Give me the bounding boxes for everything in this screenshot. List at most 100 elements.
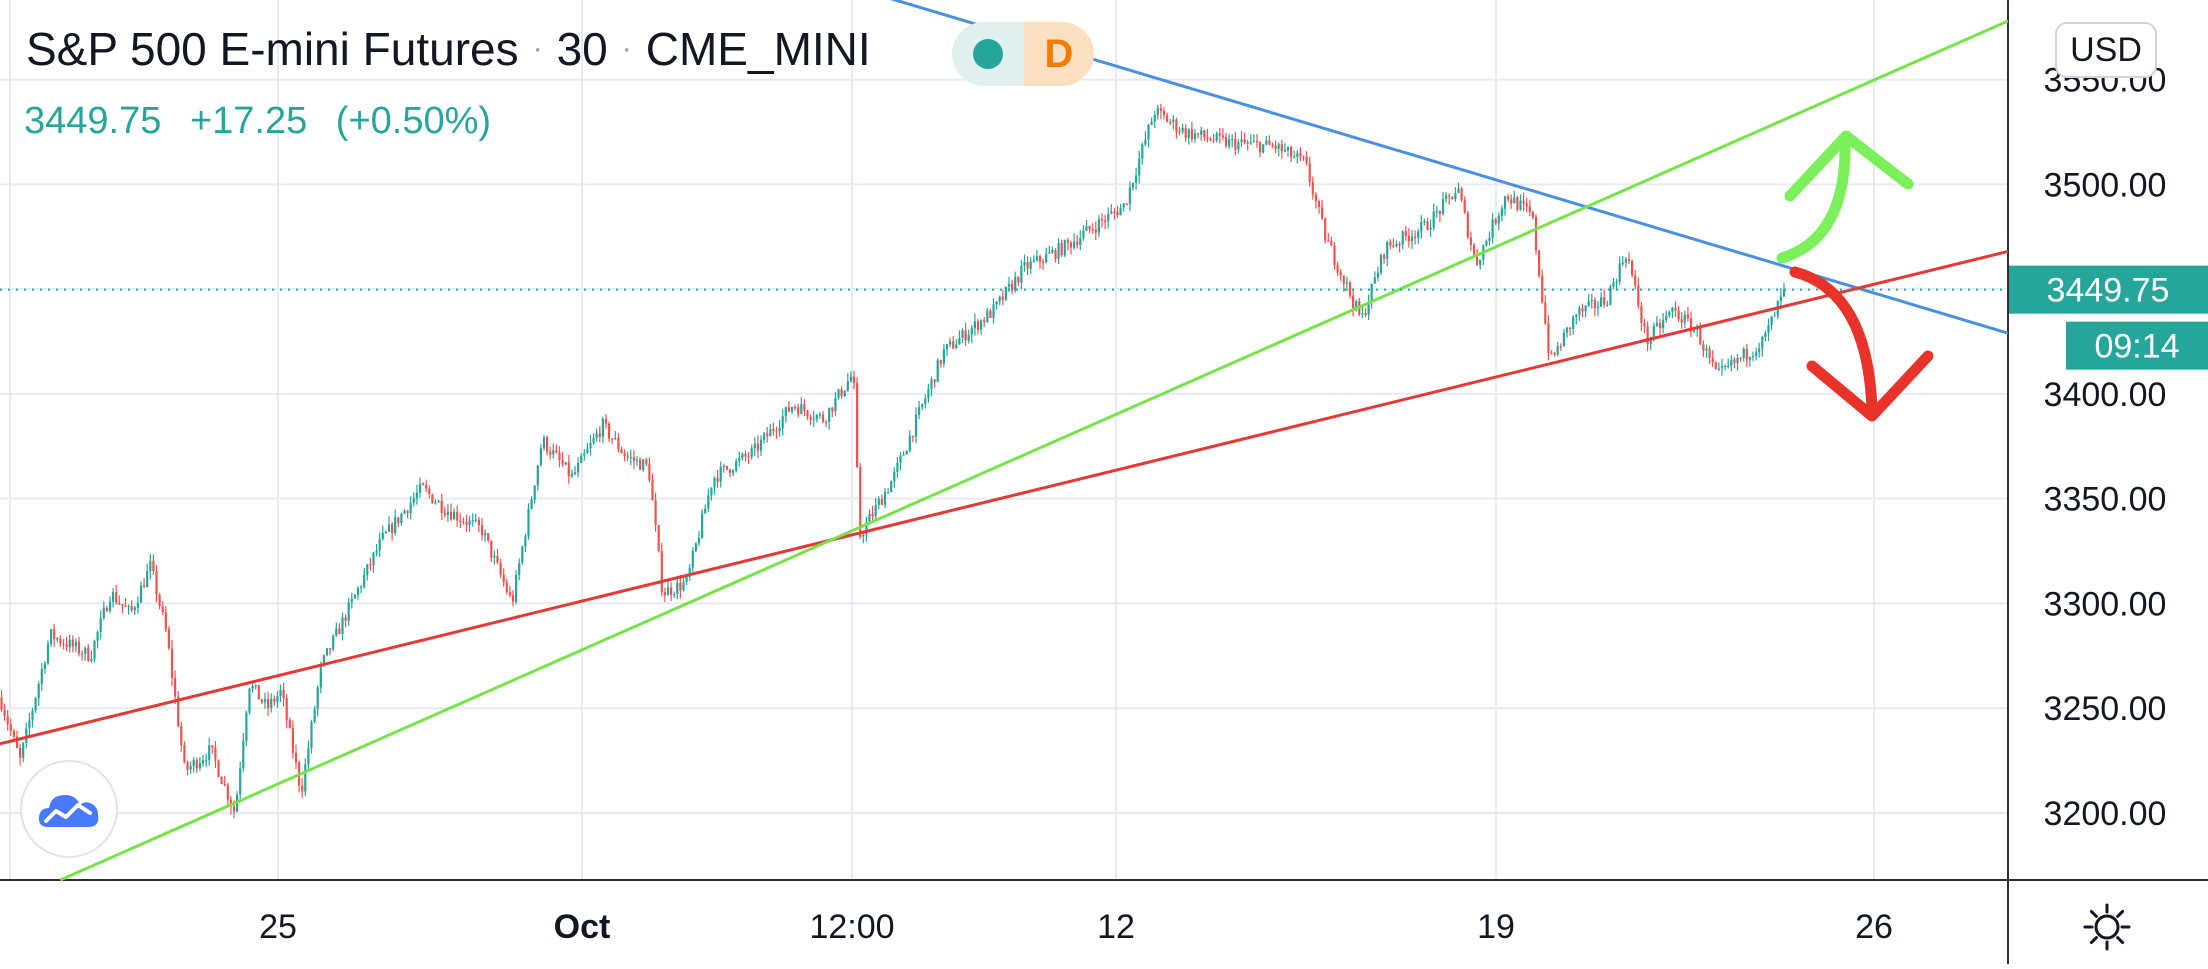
candle-body <box>115 592 118 603</box>
candle-body <box>626 456 629 458</box>
candle-body <box>564 462 567 465</box>
header-separator: · <box>621 32 632 65</box>
candle-body <box>1209 138 1212 141</box>
candle-body <box>828 407 831 422</box>
candle-body <box>1531 211 1534 218</box>
candle-body <box>223 783 226 786</box>
candle-body <box>784 407 787 417</box>
candle-body <box>1296 153 1299 157</box>
candle-body <box>1379 254 1383 273</box>
candle-body <box>96 631 99 641</box>
candle-body <box>1001 296 1004 300</box>
candle-body <box>1398 243 1401 245</box>
candle-body <box>766 433 769 437</box>
tradingview-logo-button[interactable] <box>20 760 118 858</box>
candle-body <box>803 403 806 411</box>
candle-body <box>211 745 214 748</box>
candle-body <box>1069 242 1073 248</box>
candle-body <box>570 473 573 477</box>
candle-body <box>1125 203 1128 205</box>
candle-body <box>242 740 245 769</box>
candle-body <box>815 415 818 419</box>
candle-body <box>1615 281 1618 284</box>
candle-body <box>945 344 949 350</box>
candle-body <box>248 688 251 713</box>
candle-body <box>1373 277 1376 284</box>
candle-body <box>1627 258 1631 261</box>
candle-body <box>1683 314 1686 323</box>
candle-body <box>493 555 496 558</box>
candle-body <box>1370 283 1373 303</box>
candle-body <box>657 525 660 552</box>
candle-body <box>1587 301 1590 306</box>
candle-body <box>651 479 654 501</box>
candle-body <box>502 574 505 583</box>
header-separator: · <box>532 32 543 65</box>
candle-body <box>980 320 983 330</box>
candle-body <box>391 524 394 533</box>
market-status-dot-icon <box>973 39 1003 69</box>
currency-button[interactable]: USD <box>2055 22 2157 78</box>
candle-body <box>1063 240 1066 256</box>
trend-line-green-support[interactable] <box>59 19 2009 882</box>
annotation-up-arrow[interactable] <box>1776 132 1851 264</box>
candle-body <box>189 766 192 770</box>
candle-body <box>301 785 304 792</box>
candle-body <box>1336 264 1339 273</box>
candle-body <box>1097 219 1100 233</box>
candle-body <box>1091 229 1094 231</box>
candle-body <box>152 560 155 572</box>
candle-body <box>666 587 670 596</box>
last-price: 3449.75 <box>24 100 162 142</box>
candle-body <box>1333 245 1336 265</box>
candle-body <box>174 677 177 697</box>
candle-body <box>790 407 794 412</box>
candle-body <box>1246 142 1249 144</box>
candle-body <box>34 698 37 711</box>
tradingview-cloud-icon <box>38 795 99 827</box>
price-tick-label: 3250.00 <box>2044 690 2167 728</box>
candle-body <box>1689 318 1693 332</box>
candle-body <box>611 438 614 440</box>
candle-body <box>1007 283 1011 287</box>
candle-body <box>372 552 375 566</box>
candle-body <box>400 513 403 524</box>
candle-body <box>1590 299 1593 302</box>
annotation-up-arrowhead[interactable] <box>1784 130 1914 202</box>
candle-body <box>840 389 843 396</box>
candle-body <box>384 531 387 533</box>
candle-body <box>437 500 440 503</box>
candle-body <box>1187 129 1190 138</box>
price-tick-label: 3300.00 <box>2044 585 2167 623</box>
candle-body <box>1224 137 1228 147</box>
candle-body <box>998 296 1001 302</box>
candle-body <box>676 582 679 594</box>
candle-body <box>1206 137 1209 139</box>
candle-body <box>1243 139 1246 143</box>
annotation-down-arrow[interactable] <box>1789 266 1878 416</box>
candle-body <box>1562 332 1565 347</box>
candle-body <box>679 582 682 591</box>
candle-body <box>1668 311 1671 316</box>
candle-body <box>750 448 753 457</box>
chart-settings-button[interactable] <box>2078 898 2136 956</box>
market-status-pill[interactable]: D <box>952 22 1094 86</box>
candle-body <box>515 574 518 602</box>
candle-body <box>1367 302 1370 316</box>
gear-icon <box>2083 903 2131 951</box>
trend-line-red-support[interactable] <box>0 249 2009 746</box>
symbol-name[interactable]: S&P 500 E-mini Futures <box>26 23 519 75</box>
interval-label[interactable]: 30 <box>556 23 608 75</box>
candle-body <box>1029 261 1032 269</box>
candle-body <box>285 698 288 721</box>
candle-body <box>31 710 34 721</box>
candle-body <box>1631 260 1634 276</box>
candle-body <box>1460 188 1463 201</box>
annotation-down-arrowhead[interactable] <box>1806 350 1934 422</box>
candle-body <box>1575 315 1578 317</box>
candle-body <box>456 511 459 521</box>
candle-body <box>1277 144 1280 149</box>
time-tick-label: 12:00 <box>809 908 894 946</box>
candle-body <box>1162 110 1166 116</box>
